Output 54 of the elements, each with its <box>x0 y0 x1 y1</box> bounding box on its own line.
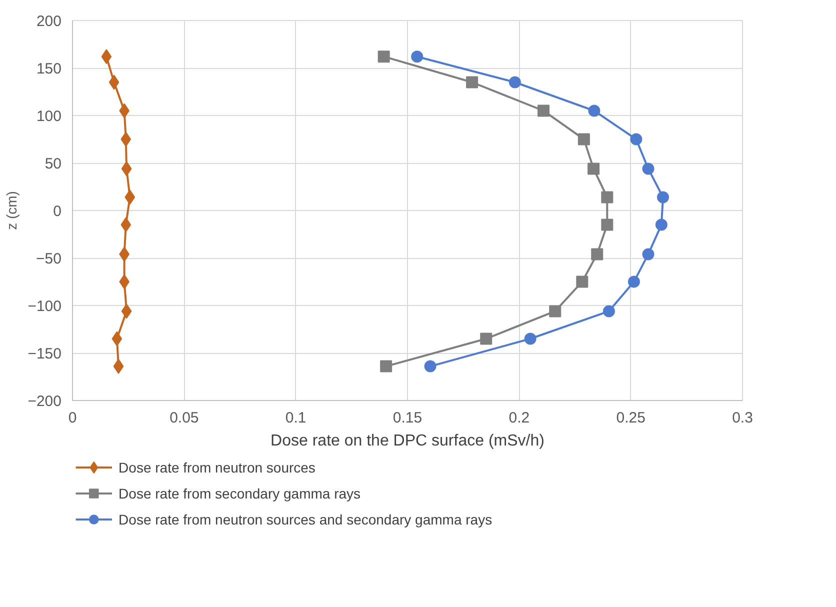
legend-label: Dose rate from secondary gamma rays <box>118 486 361 502</box>
y-tick-label: 150 <box>36 60 62 78</box>
y-axis-title: z (cm) <box>4 191 20 230</box>
y-tick-label: −200 <box>28 393 62 410</box>
point <box>591 248 604 260</box>
point <box>588 104 600 117</box>
point <box>576 276 588 288</box>
point <box>602 305 615 318</box>
point <box>601 191 614 204</box>
point <box>628 276 640 288</box>
point <box>113 358 124 374</box>
point <box>642 162 654 175</box>
x-tick-label: 0.3 <box>732 410 753 426</box>
point <box>411 50 424 63</box>
x-axis-title: Dose rate on the DPC surface (mSv/h) <box>270 432 544 450</box>
y-tick-label: 0 <box>53 203 62 220</box>
x-tick-label: 0.2 <box>508 410 530 426</box>
point <box>380 360 392 372</box>
y-tick-label: 200 <box>36 13 62 30</box>
point <box>121 304 132 319</box>
point <box>549 305 562 318</box>
point <box>120 132 132 147</box>
point <box>601 218 614 231</box>
legend-label: Dose rate from neutron sources <box>118 460 316 476</box>
point <box>508 76 521 88</box>
point <box>112 331 122 346</box>
y-tick-label: −50 <box>36 250 62 268</box>
point <box>588 162 600 175</box>
y-tick-label: 100 <box>36 108 62 125</box>
y-tick-label: −150 <box>28 346 62 362</box>
point <box>120 217 132 232</box>
legend-label: Dose rate from neutron sources and secondary gamma rays <box>118 512 492 528</box>
point <box>656 191 669 204</box>
x-tick-label: 0.25 <box>616 410 646 426</box>
point <box>108 74 120 90</box>
point <box>424 360 436 372</box>
point <box>466 76 478 88</box>
x-tick-label: 0.1 <box>285 410 306 426</box>
point <box>578 133 590 146</box>
point <box>655 218 668 231</box>
point <box>101 49 112 64</box>
point <box>378 50 390 63</box>
point <box>124 190 136 205</box>
x-tick-label: 0.05 <box>170 410 199 426</box>
x-tick-label: 0.15 <box>392 410 422 426</box>
point <box>121 161 132 176</box>
point <box>642 248 654 260</box>
x-tick-label: 0 <box>68 410 77 426</box>
y-tick-label: 50 <box>44 156 62 172</box>
y-tick-label: −100 <box>28 298 62 315</box>
point <box>480 332 492 345</box>
point <box>630 133 642 146</box>
point <box>538 104 550 117</box>
point <box>524 332 536 345</box>
